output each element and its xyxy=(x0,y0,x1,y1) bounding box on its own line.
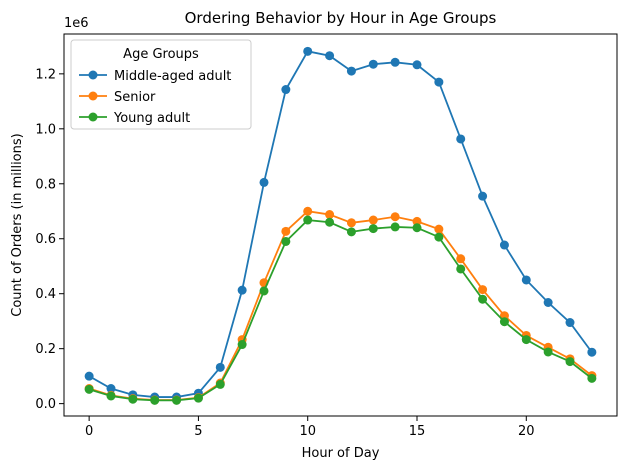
series-line-1 xyxy=(88,210,593,401)
series-line-2 xyxy=(88,219,593,402)
data-point xyxy=(325,51,335,61)
chart-title: Ordering Behavior by Hour in Age Groups xyxy=(185,9,497,27)
data-point xyxy=(478,294,488,304)
data-point xyxy=(193,393,203,403)
data-point xyxy=(368,215,378,225)
data-point xyxy=(543,347,553,357)
y-tick-label: 1.2 xyxy=(35,67,56,82)
data-point xyxy=(390,222,400,232)
data-point xyxy=(543,297,553,307)
x-tick-label: 15 xyxy=(409,424,426,439)
legend-box xyxy=(70,39,252,130)
data-point xyxy=(412,216,422,226)
data-point xyxy=(434,232,444,242)
data-point xyxy=(84,371,94,381)
y-tick-label: 0.0 xyxy=(35,397,56,412)
data-point xyxy=(346,66,356,76)
data-point xyxy=(565,357,575,367)
legend-entry-label: Young adult xyxy=(113,111,190,126)
data-point xyxy=(412,60,422,70)
data-point xyxy=(259,177,269,187)
x-tick-label: 0 xyxy=(85,424,93,439)
y-tick-label: 1.0 xyxy=(35,122,56,137)
data-point xyxy=(281,85,291,95)
y-axis-label: Count of Orders (in millions) xyxy=(10,133,25,316)
data-point xyxy=(478,191,488,201)
data-point xyxy=(215,379,225,389)
data-point xyxy=(390,57,400,67)
y-axis-offset-label: 1e6 xyxy=(64,16,89,31)
data-point xyxy=(434,224,444,234)
data-point xyxy=(368,224,378,234)
data-point xyxy=(565,318,575,328)
data-point xyxy=(412,223,422,233)
data-point xyxy=(237,340,247,350)
data-point xyxy=(499,317,509,327)
data-point xyxy=(325,210,335,220)
data-point xyxy=(281,226,291,236)
data-point xyxy=(521,335,531,345)
x-axis-label: Hour of Day xyxy=(302,446,380,461)
data-point xyxy=(172,395,182,405)
data-point xyxy=(259,286,269,296)
data-point xyxy=(456,134,466,144)
data-point xyxy=(106,391,116,401)
y-tick-label: 0.4 xyxy=(35,287,56,302)
data-point xyxy=(587,347,597,357)
data-point xyxy=(456,254,466,264)
data-point xyxy=(215,362,225,372)
legend-swatch-marker xyxy=(88,70,98,80)
plot-area: 0 5 10 15 20 0.0 0.2 0.4 0.6 0.8 1.0 1.2 xyxy=(35,33,618,439)
data-point xyxy=(303,46,313,56)
y-tick-label: 0.6 xyxy=(35,232,56,247)
data-point xyxy=(303,215,313,225)
data-point xyxy=(150,395,160,405)
legend-entry-label: Middle-aged adult xyxy=(114,69,231,84)
data-point xyxy=(237,285,247,295)
data-point xyxy=(346,218,356,228)
legend-entry-label: Senior xyxy=(114,90,156,105)
data-point xyxy=(346,227,356,237)
plot-frame xyxy=(63,33,618,417)
data-point xyxy=(587,373,597,383)
data-point xyxy=(84,384,94,394)
legend-title: Age Groups xyxy=(123,47,199,62)
data-point xyxy=(499,240,509,250)
data-point xyxy=(456,264,466,274)
data-point xyxy=(521,275,531,285)
data-point xyxy=(434,77,444,87)
legend-swatch-marker xyxy=(88,91,98,101)
legend: Age Groups Middle-aged adult Senior Young a… xyxy=(70,39,252,130)
data-point xyxy=(281,236,291,246)
data-point xyxy=(128,394,138,404)
x-tick-label: 5 xyxy=(194,424,202,439)
legend-swatch-marker xyxy=(88,112,98,122)
data-point xyxy=(303,206,313,216)
data-point xyxy=(325,217,335,227)
x-tick-label: 20 xyxy=(518,424,535,439)
x-tick-label: 10 xyxy=(299,424,316,439)
data-point xyxy=(368,59,378,69)
data-point xyxy=(390,212,400,222)
data-point xyxy=(106,384,116,394)
y-tick-label: 0.2 xyxy=(35,342,56,357)
data-point xyxy=(478,285,488,295)
y-tick-label: 0.8 xyxy=(35,177,56,192)
